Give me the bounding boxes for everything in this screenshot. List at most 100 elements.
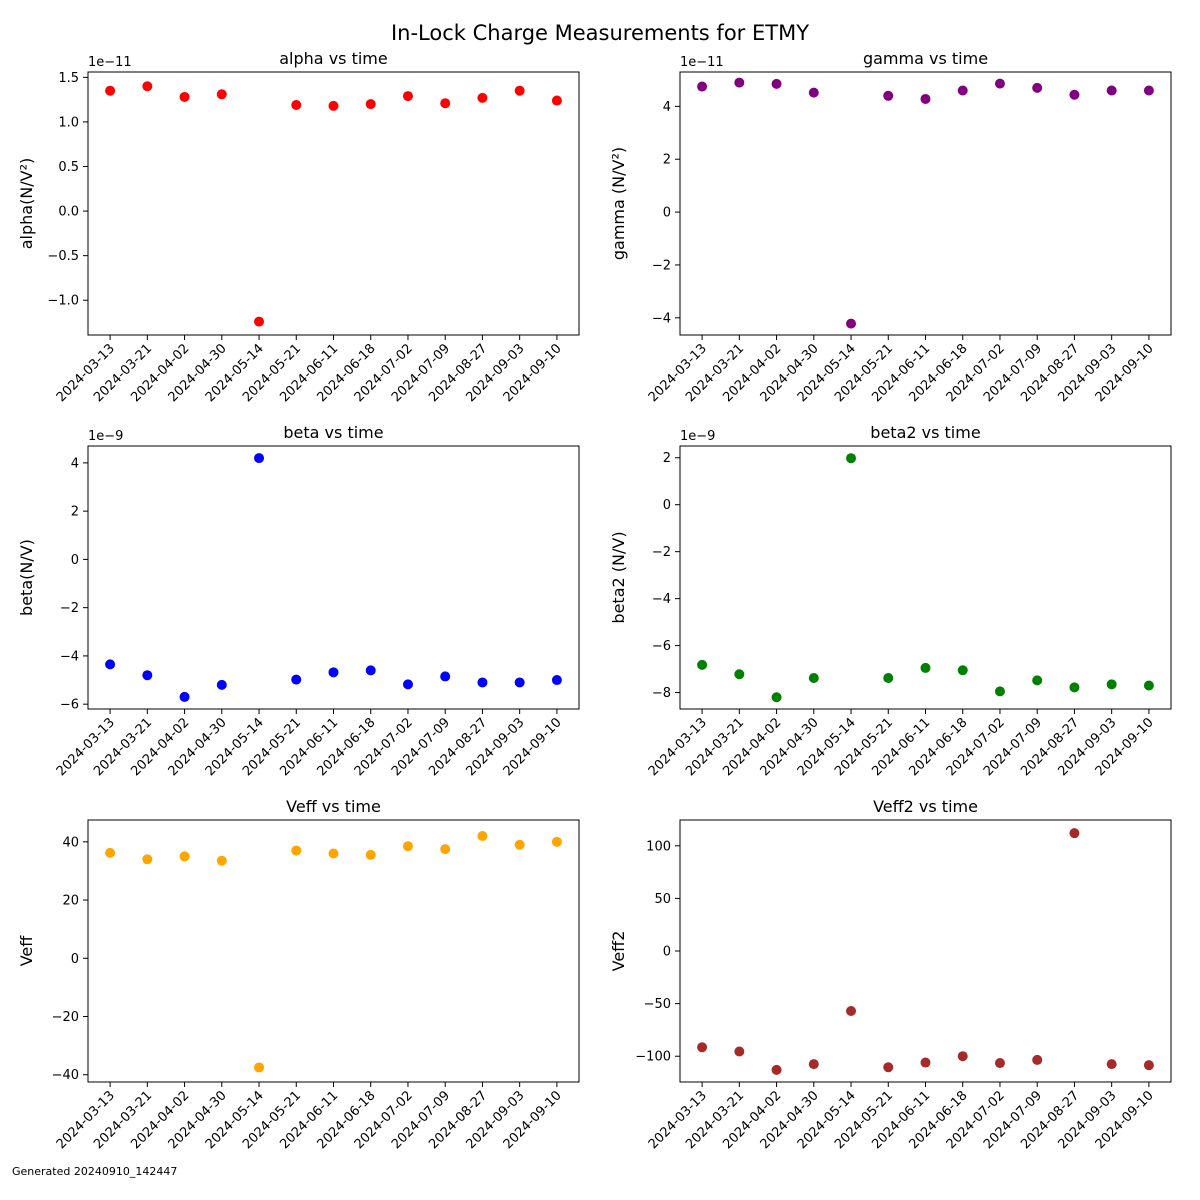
data-point (142, 854, 153, 865)
data-point (883, 90, 894, 101)
data-point (365, 849, 376, 860)
data-point (365, 99, 376, 110)
y-tick-label: −2 (652, 545, 671, 560)
data-point (771, 692, 782, 703)
data-point (105, 85, 116, 96)
data-point (920, 93, 931, 104)
y-tick-label: 100 (646, 839, 671, 854)
y-tick-label: 0 (71, 553, 79, 568)
y-tick-label: 4 (71, 456, 79, 471)
data-point (477, 831, 488, 842)
data-point (179, 691, 190, 702)
data-point (216, 855, 227, 866)
y-tick-label: 20 (62, 894, 79, 909)
data-point (1106, 679, 1117, 690)
data-point (957, 1051, 968, 1062)
y-tick-label: −20 (52, 1010, 79, 1025)
y-tick-label: 0 (71, 952, 79, 967)
subplot-5: Veff vs timeVeff−40−20020402024-03-13202… (17, 797, 580, 1152)
y-tick-label: −4 (652, 592, 671, 607)
y-axis-label: gamma (N/V²) (609, 147, 628, 260)
data-point (477, 92, 488, 103)
axes-frame (679, 71, 1172, 336)
y-tick-label: −4 (652, 311, 671, 326)
data-point (697, 1042, 708, 1053)
y-tick-label: 2 (71, 505, 79, 520)
data-point (551, 675, 562, 686)
data-point (254, 453, 265, 464)
y-offset-text: 1e−9 (88, 429, 123, 444)
data-point (957, 85, 968, 96)
data-point (514, 677, 525, 688)
y-tick-label: −4 (60, 649, 79, 664)
data-point (808, 673, 819, 684)
y-tick-label: 0.5 (58, 160, 79, 175)
data-point (846, 1005, 857, 1016)
axes-frame (87, 71, 580, 336)
data-point (105, 847, 116, 858)
y-tick-label: 1.0 (58, 115, 79, 130)
data-point (846, 453, 857, 464)
subplot-grid: alpha vs time alpha(N/V²) 1e−11 −1.0 −0.5 0.0… (17, 49, 1172, 1152)
data-point (771, 78, 782, 89)
data-point (216, 679, 227, 690)
data-point (291, 99, 302, 110)
data-point (1143, 680, 1154, 691)
y-tick-label: 50 (654, 892, 671, 907)
data-point (291, 845, 302, 856)
data-point (254, 316, 265, 327)
y-tick-label: −2 (60, 601, 79, 616)
y-tick-label: −50 (644, 997, 671, 1012)
y-tick-label: 2 (663, 153, 671, 168)
y-tick-label: 0 (663, 206, 671, 221)
data-point (1143, 85, 1154, 96)
data-point (846, 318, 857, 329)
data-point (1069, 682, 1080, 693)
y-axis-label: beta2 (N/V) (609, 531, 628, 623)
data-point (291, 674, 302, 685)
data-point (402, 679, 413, 690)
data-point (883, 673, 894, 684)
data-point (957, 665, 968, 676)
subplot-title: Veff vs time (286, 797, 381, 816)
data-point (734, 77, 745, 88)
data-point (1032, 1054, 1043, 1065)
data-point (1106, 1059, 1117, 1070)
y-tick-label: −6 (60, 698, 79, 713)
data-point (402, 841, 413, 852)
data-point (920, 662, 931, 673)
data-point (440, 98, 451, 109)
y-tick-label: −0.5 (47, 249, 79, 264)
data-point (771, 1064, 782, 1075)
data-point (179, 851, 190, 862)
data-point (697, 81, 708, 92)
data-point (697, 659, 708, 670)
data-point (216, 89, 227, 100)
data-point (179, 91, 190, 102)
data-point (254, 1062, 265, 1073)
subplot-title: gamma vs time (863, 49, 988, 68)
data-point (514, 85, 525, 96)
subplot-6: Veff2 vs timeVeff2−100−500501002024-03-1… (609, 797, 1172, 1152)
y-tick-label: 4 (663, 100, 671, 115)
data-point (328, 667, 339, 678)
y-tick-label: 2 (663, 451, 671, 466)
y-tick-label: 0 (663, 498, 671, 513)
axes-frame (87, 819, 580, 1083)
subplot-title: beta vs time (283, 423, 383, 442)
subplot-title: beta2 vs time (870, 423, 980, 442)
subplot-title: Veff2 vs time (873, 797, 978, 816)
data-point (994, 1058, 1005, 1069)
data-point (142, 81, 153, 92)
y-offset-text: 1e−9 (680, 429, 715, 444)
y-tick-label: 40 (62, 835, 79, 850)
data-point (440, 671, 451, 682)
data-point (1143, 1060, 1154, 1071)
data-point (883, 1062, 894, 1073)
subplot-title: alpha vs time (279, 49, 387, 68)
y-axis-label: alpha(N/V²) (17, 158, 36, 250)
axes-frame (679, 819, 1172, 1083)
